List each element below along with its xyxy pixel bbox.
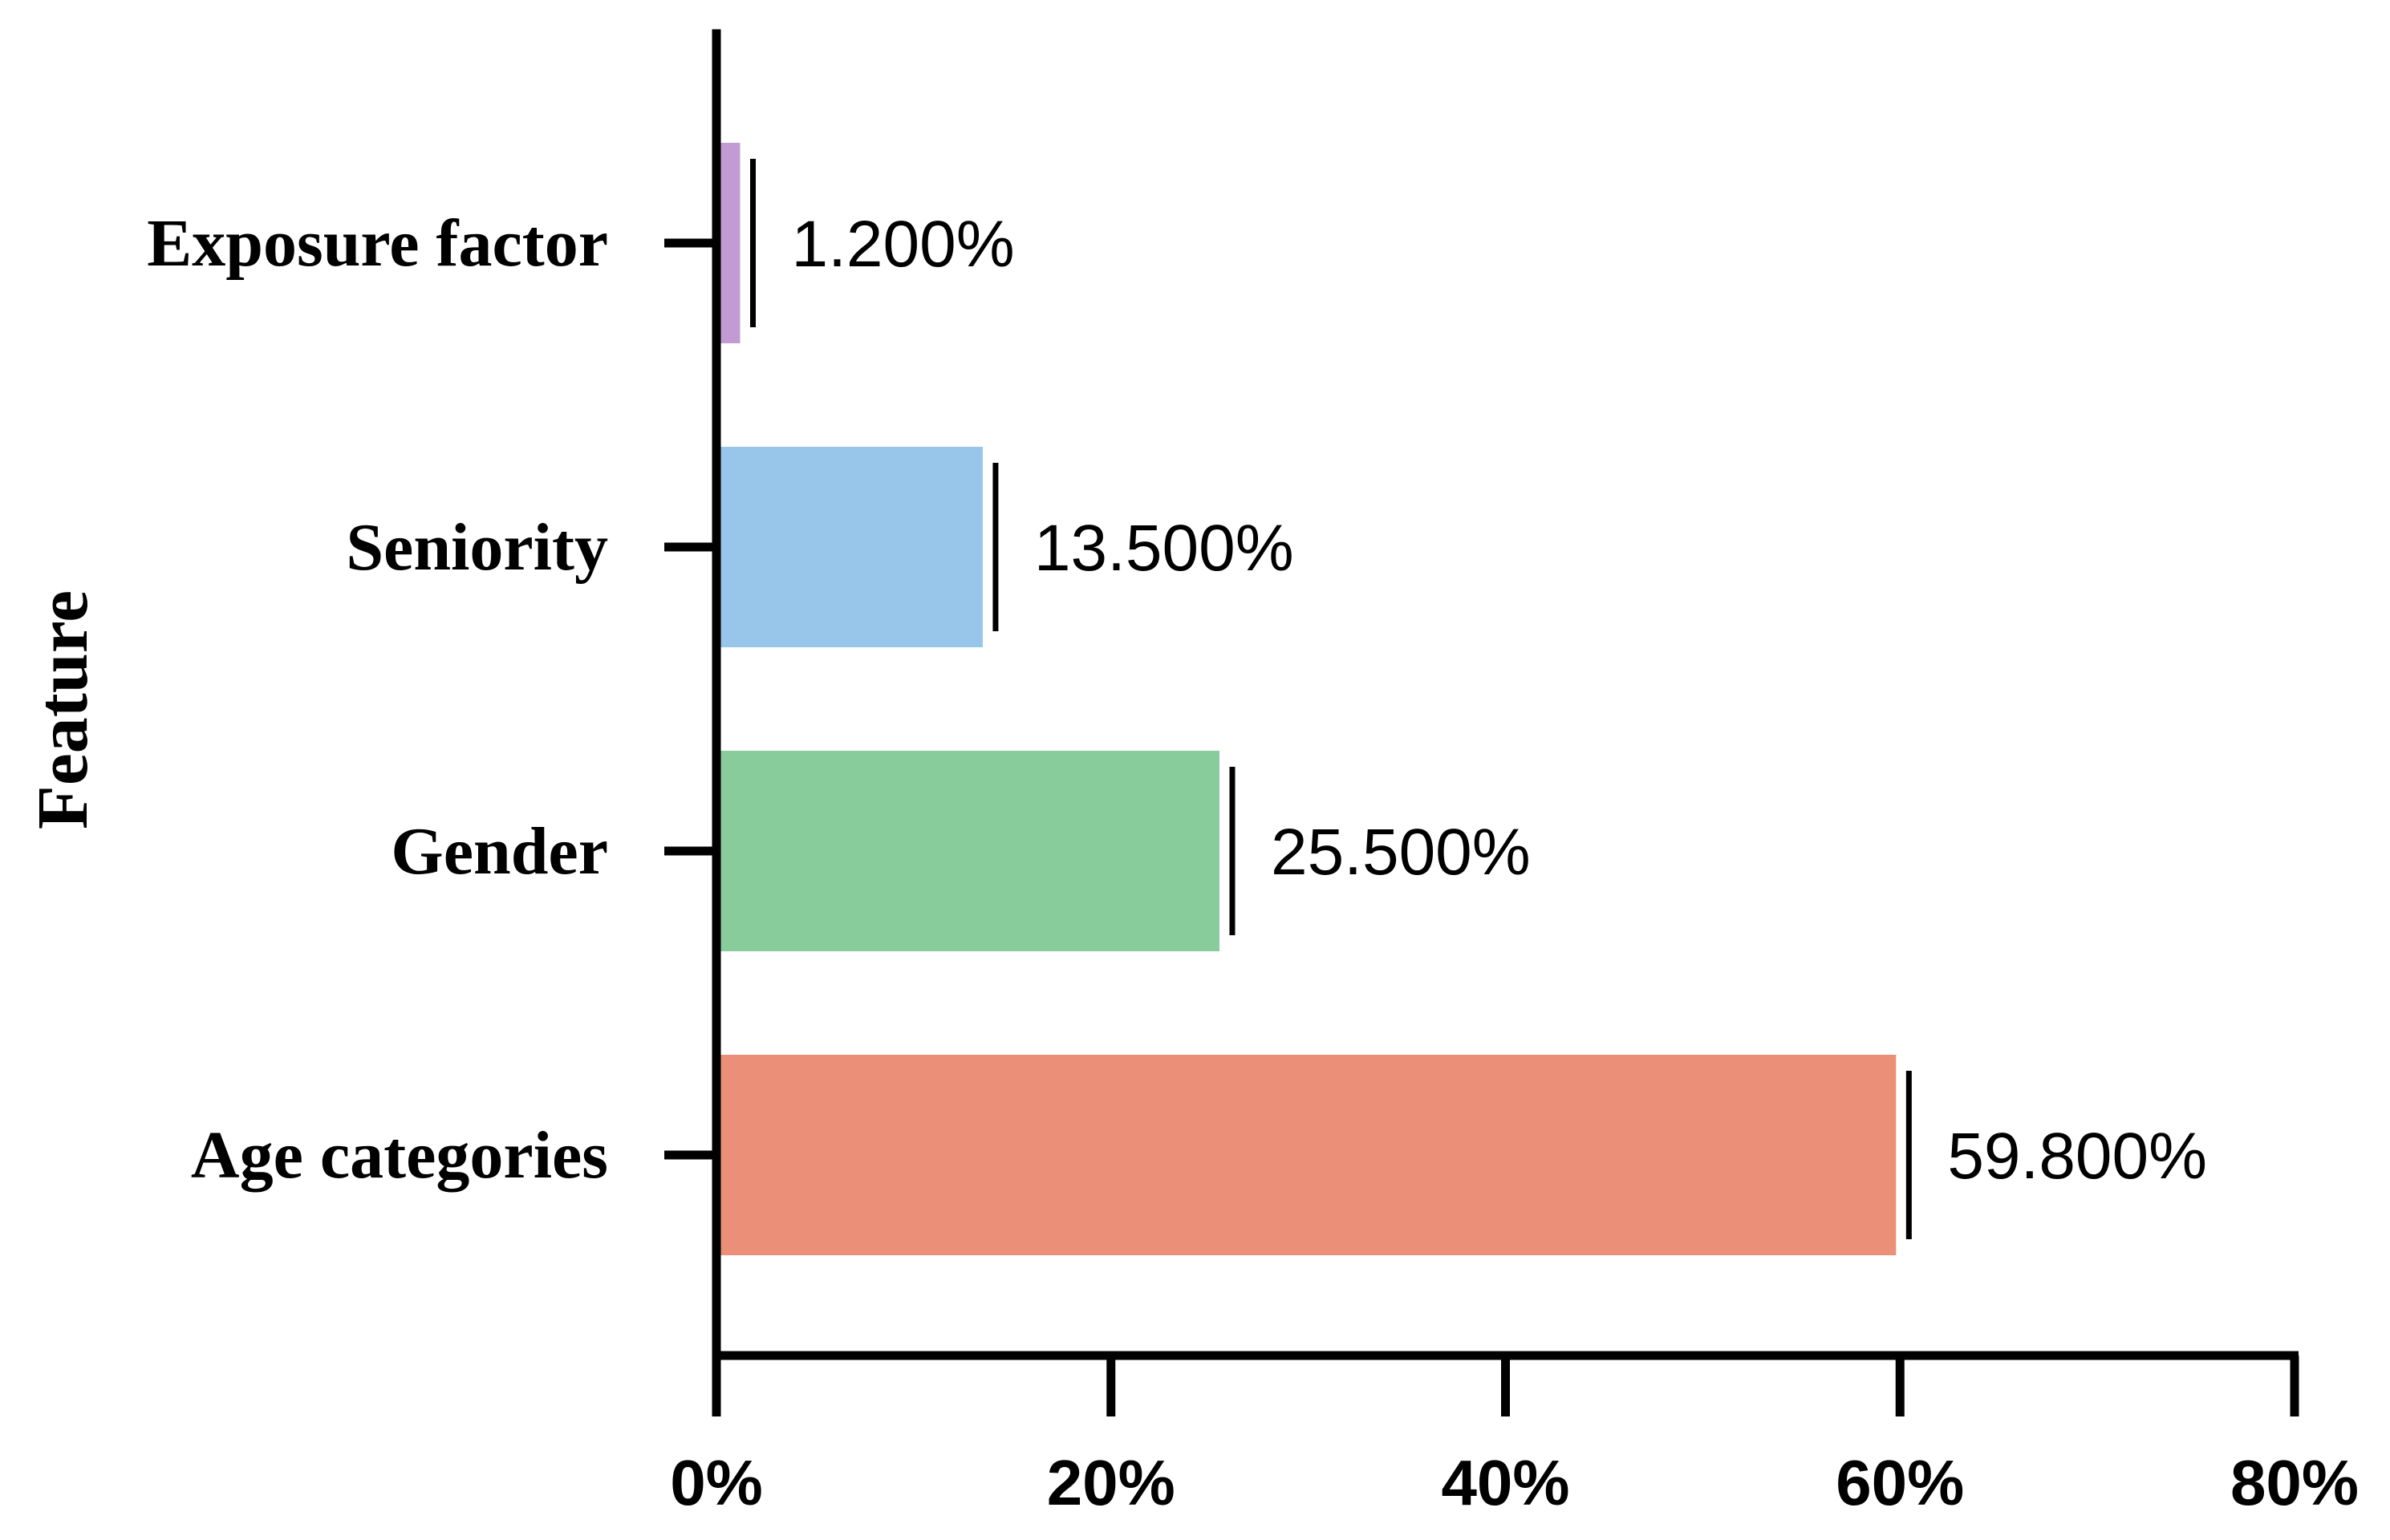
x-tick-label-4: 80% [2230,1447,2359,1518]
x-tick-label-1: 20% [1047,1447,1175,1518]
category-label-0: Exposure factor [147,206,608,281]
category-label-3: Age categories [191,1118,608,1193]
bar-2 [716,751,1219,951]
bars-layer [716,143,1897,1255]
value-label-2: 25.500% [1271,816,1531,889]
x-tick-label-2: 40% [1441,1447,1569,1518]
bar-3 [716,1055,1897,1255]
x-tick-label-3: 60% [1836,1447,1964,1518]
ticks-layer: 0% 20% 40% 60% 80% [664,238,2359,1518]
value-label-0: 1.200% [792,208,1015,281]
value-label-1: 13.500% [1034,512,1294,585]
y-axis-title: Feature [23,590,103,829]
x-tick-label-0: 0% [670,1447,763,1518]
value-labels-layer: 1.200% 13.500% 25.500% 59.800% [792,208,2208,1193]
axes-layer [712,29,2299,1364]
category-labels-layer: Exposure factor Seniority Gender Age catego… [147,206,608,1193]
category-label-2: Gender [391,814,608,889]
value-label-3: 59.800% [1947,1120,2207,1193]
category-label-1: Seniority [346,510,608,585]
error-markers-layer [750,159,1912,1239]
bar-1 [716,447,983,647]
